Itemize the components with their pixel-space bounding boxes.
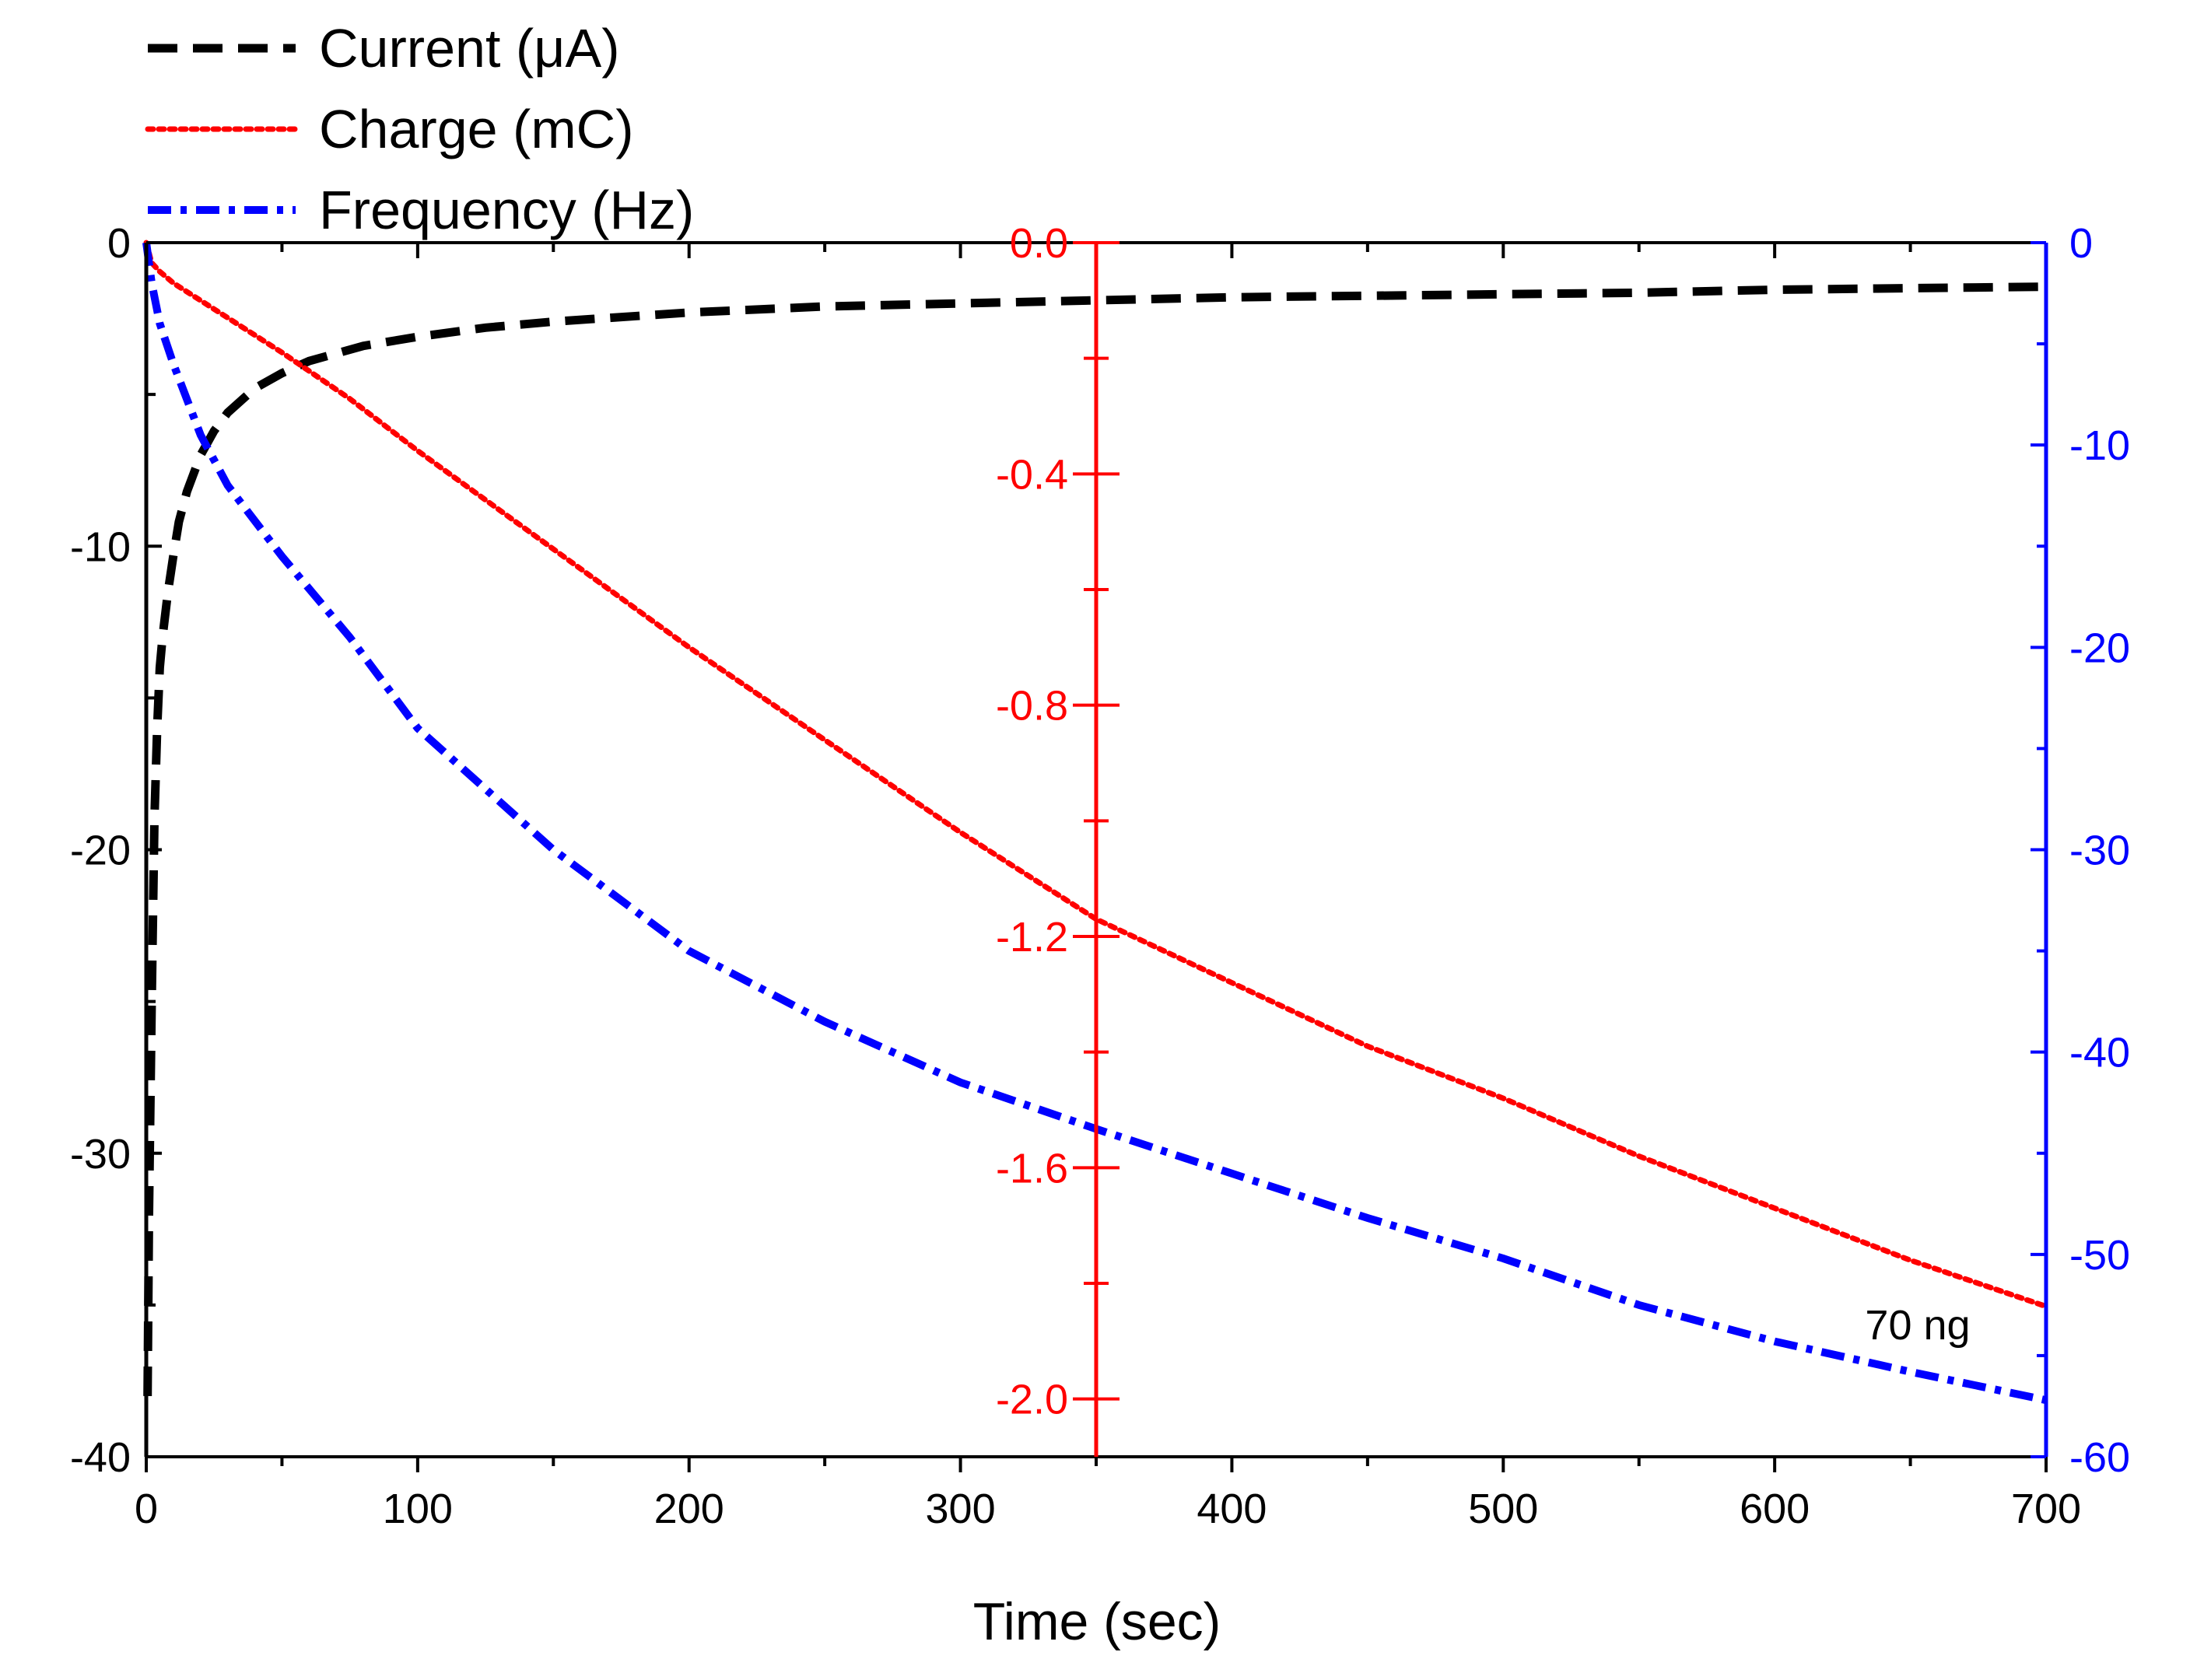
legend-label-charge: Charge (mC) [319,99,634,159]
x-tick-label: 700 [2011,1486,2081,1532]
annotation-label: 70 ng [1865,1302,1970,1349]
frequency-tick-label: -10 [2069,422,2130,469]
charge-tick-label: -0.4 [996,451,1068,498]
x-tick-label: 100 [383,1486,453,1532]
current-tick-label: -20 [70,828,131,874]
current-tick-label: -40 [70,1434,131,1481]
legend-label-frequency: Frequency (Hz) [319,180,694,240]
frequency-tick-label: 0 [2069,220,2093,267]
x-tick-label: 300 [926,1486,996,1532]
frequency-tick-label: -50 [2069,1232,2130,1279]
axes-layer: 0 100 200 300 400 500 600 700 0 -10 -20 -30 -40 0.0 -0… [70,220,2130,1532]
series-line-charge [143,240,2049,1310]
x-tick-label: 200 [654,1486,724,1532]
charge-tick-label: -1.6 [996,1145,1068,1192]
x-tick-label: 600 [1740,1486,1810,1532]
x-axis-title: Time (sec) [973,1592,1221,1651]
x-tick-label: 500 [1468,1486,1538,1532]
legend-label-current: Current (μA) [319,18,620,79]
x-tick-label: 0 [135,1486,158,1532]
current-tick-label: 0 [107,220,131,267]
x-tick-label: 400 [1197,1486,1267,1532]
charge-tick-label: 0.0 [1010,220,1068,267]
legend: Current (μA) Charge (mC) Frequency (Hz) [145,18,694,240]
current-tick-label: -10 [70,523,131,570]
current-tick-label: -30 [70,1131,131,1178]
frequency-tick-label: -30 [2069,828,2130,874]
frequency-tick-label: -60 [2069,1434,2130,1481]
charge-tick-label: -2.0 [996,1377,1068,1423]
charge-tick-label: -0.8 [996,683,1068,730]
series-line-current [143,282,2047,1396]
series-line-frequency [142,242,2048,1405]
frequency-tick-label: -20 [2069,625,2130,671]
charge-tick-label: -1.2 [996,914,1068,961]
frequency-tick-label: -40 [2069,1030,2130,1076]
series-layer [142,240,2049,1405]
